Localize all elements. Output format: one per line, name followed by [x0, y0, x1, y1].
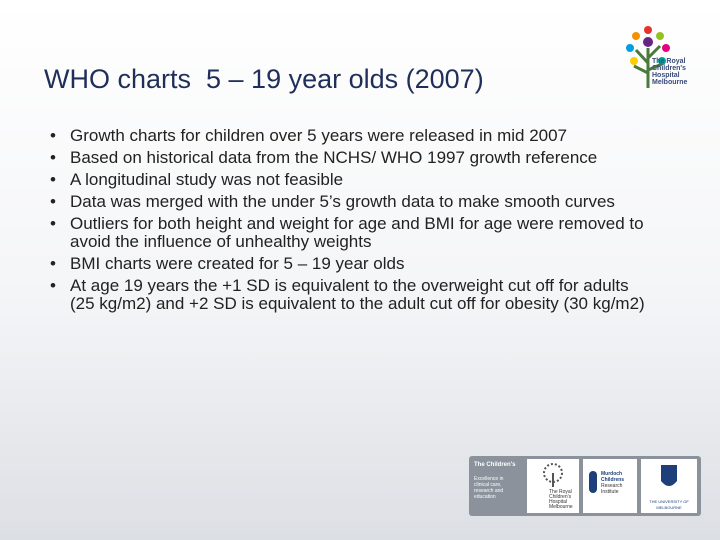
- uom-panel: THE UNIVERSITY OF MELBOURNE: [641, 459, 697, 513]
- bullet: BMI charts were created for 5 – 19 year …: [50, 255, 650, 274]
- rch-text: Hospital: [549, 499, 568, 505]
- mcri-text: Murdoch: [601, 471, 623, 477]
- logo-text: Melbourne: [652, 79, 688, 86]
- mcri-text: Institute: [601, 489, 619, 495]
- rch-panel: The Royal Children's Hospital Melbourne: [527, 459, 579, 513]
- logo-text: The Royal: [652, 58, 686, 65]
- footer-text: education: [474, 494, 496, 500]
- mcri-panel: Murdoch Childrens Research Institute: [583, 459, 637, 513]
- rch-text: Children's: [549, 494, 572, 500]
- uom-text: THE UNIVERSITY OF MELBOURNE: [649, 499, 689, 510]
- slide-title: WHO charts 5 – 19 year olds (2007): [44, 64, 484, 94]
- footer-text: research and: [474, 488, 504, 494]
- logo-text: Children's: [652, 65, 686, 72]
- logo-text: Hospital: [652, 72, 680, 79]
- rch-text: The Royal: [549, 489, 572, 495]
- rch-icon: [543, 463, 563, 487]
- rch-text: Melbourne: [549, 504, 573, 510]
- bullet: Data was merged with the under 5’s growt…: [50, 193, 650, 212]
- logo-tree: [626, 26, 670, 88]
- bullet: Growth charts for children over 5 years …: [50, 127, 650, 146]
- mcri-icon: [589, 471, 597, 493]
- footer-text: clinical care,: [474, 482, 502, 488]
- mcri-text: Research: [601, 483, 623, 489]
- mcri-text: Childrens: [601, 477, 625, 483]
- footer-logos: The Children's Excellence in clinical ca…: [469, 456, 701, 516]
- footer-text: Excellence in: [474, 476, 504, 482]
- bullet: A longitudinal study was not feasible: [50, 171, 650, 190]
- bullet-list: Growth charts for children over 5 years …: [50, 127, 650, 317]
- uom-icon: [661, 465, 677, 486]
- bullet: At age 19 years the +1 SD is equivalent …: [50, 277, 650, 313]
- footer-title: The Children's: [474, 462, 516, 468]
- bullet: Based on historical data from the NCHS/ …: [50, 149, 650, 168]
- bullet: Outliers for both height and weight for …: [50, 215, 650, 251]
